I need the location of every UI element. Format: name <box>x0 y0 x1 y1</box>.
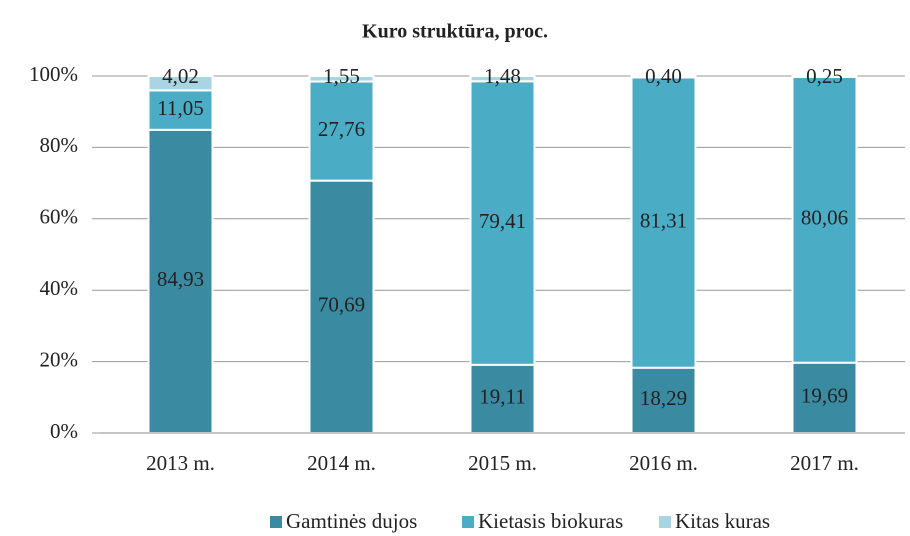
bar-segment <box>791 361 858 434</box>
data-label: 19,69 <box>801 384 848 408</box>
y-tick-label: 20% <box>40 347 79 371</box>
data-label: 80,06 <box>801 206 848 230</box>
chart-title: Kuro struktūra, proc. <box>362 21 548 43</box>
y-tick-label: 100% <box>29 62 78 86</box>
data-label: 84,93 <box>157 267 204 291</box>
data-label: 11,05 <box>157 96 203 120</box>
legend-label: Kietasis biokuras <box>478 509 623 533</box>
bar-segment <box>630 366 697 435</box>
bar-segment <box>469 363 536 435</box>
x-tick-label: 2017 m. <box>790 451 859 475</box>
bar-segment <box>308 80 375 182</box>
bar-segment <box>147 75 214 92</box>
legend-swatch <box>659 516 671 528</box>
legend-label: Gamtinės dujos <box>286 509 417 533</box>
data-label: 81,31 <box>640 208 687 232</box>
x-tick-label: 2013 m. <box>146 451 215 475</box>
legend-label: Kitas kuras <box>675 509 770 533</box>
data-label: 19,11 <box>479 385 525 409</box>
data-label: 0,40 <box>645 64 682 88</box>
data-label: 4,02 <box>162 64 199 88</box>
x-tick-label: 2015 m. <box>468 451 537 475</box>
y-tick-label: 80% <box>40 133 79 157</box>
legend-swatch <box>462 516 474 528</box>
data-label: 18,29 <box>640 386 687 410</box>
data-label: 0,25 <box>806 64 843 88</box>
bar-segment <box>791 75 858 364</box>
y-tick-label: 40% <box>40 276 79 300</box>
y-tick-label: 0% <box>50 419 78 443</box>
bar-segment <box>469 75 536 83</box>
x-tick-label: 2014 m. <box>307 451 376 475</box>
bar-segment <box>630 75 697 79</box>
x-tick-label: 2016 m. <box>629 451 698 475</box>
data-label: 1,48 <box>484 64 521 88</box>
data-label: 27,76 <box>318 117 365 141</box>
data-label: 79,41 <box>479 209 526 233</box>
y-tick-label: 60% <box>40 205 79 229</box>
bar-segment <box>308 75 375 83</box>
data-label: 1,55 <box>323 64 360 88</box>
bar-segment <box>630 76 697 369</box>
data-label: 70,69 <box>318 293 365 317</box>
legend-swatch <box>270 516 282 528</box>
bar-segment <box>147 89 214 131</box>
bar-segment <box>791 75 858 78</box>
bar-segment <box>469 80 536 366</box>
